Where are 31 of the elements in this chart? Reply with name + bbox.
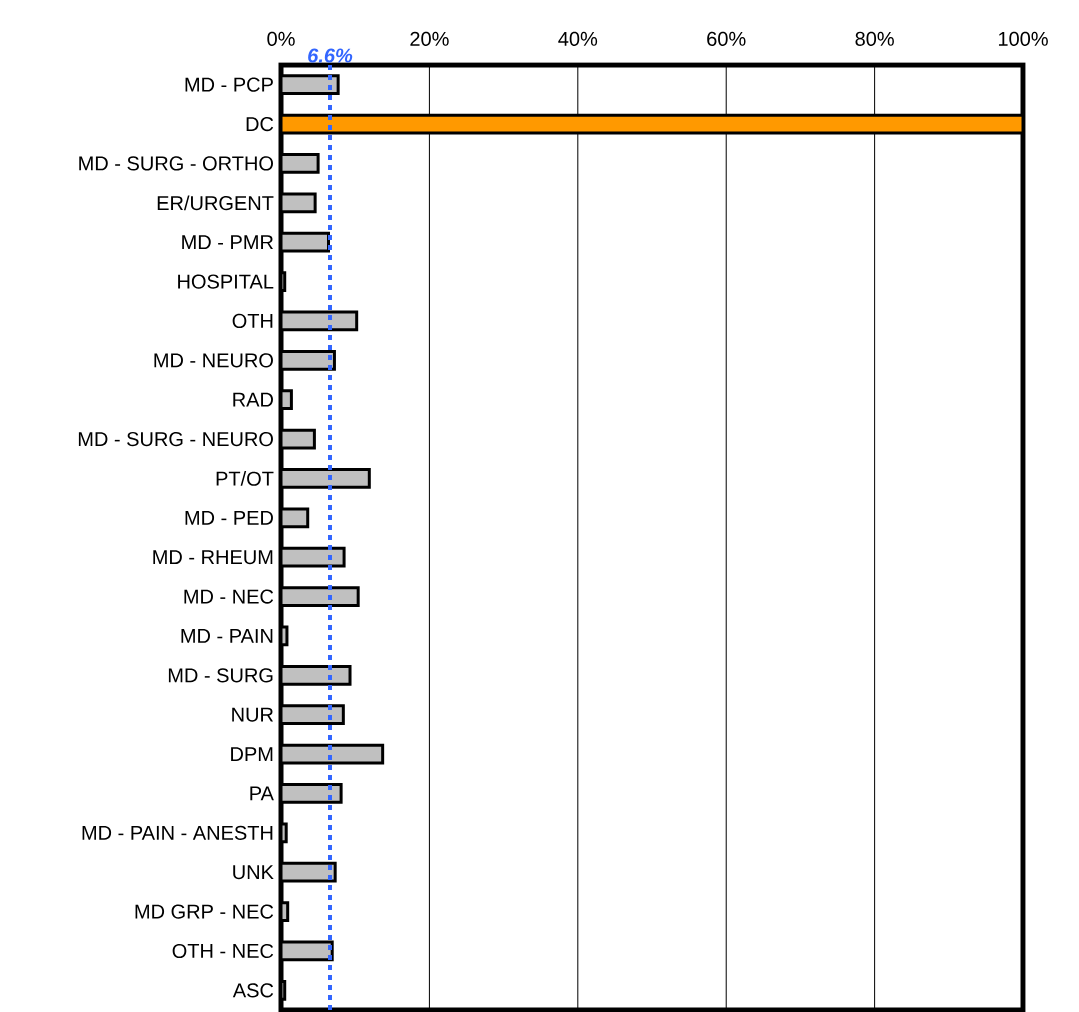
y-tick-label: OTH - NEC (172, 943, 274, 959)
ref-line-label: 6.6% (308, 48, 353, 63)
y-tick-label: MD - RHEUM (153, 550, 273, 565)
y-tick-label: MD GRP - NEC (135, 904, 274, 919)
x-tick-label: 100% (998, 31, 1048, 46)
y-tick-label: DC (246, 116, 274, 132)
y-tick-label: ER/URGENT (157, 195, 274, 211)
y-tick-label: MD - SURG - NEURO (78, 431, 273, 447)
y-tick-label: PA (250, 786, 274, 801)
x-tick-label: 80% (855, 31, 894, 46)
y-tick-label: ASC (232, 983, 274, 998)
y-tick-label: MD - PCP (185, 77, 273, 92)
y-tick-label: MD - PAIN - ANESTH (82, 825, 273, 840)
y-tick-label: MD - PED (185, 510, 273, 525)
y-tick-label: PT/OT (216, 471, 274, 486)
y-tick-label: MD - NEURO (154, 353, 273, 368)
y-tick-label: OTH (232, 313, 273, 329)
y-tick-label: HOSPITAL (178, 274, 274, 289)
y-tick-label: NUR (232, 707, 274, 722)
y-tick-label: MD - SURG - ORTHO (79, 156, 274, 171)
y-tick-label: MD - NEC (184, 589, 274, 604)
y-tick-label: MD - PMR (182, 235, 273, 250)
y-tick-label: MD - PAIN (181, 629, 273, 643)
y-tick-label: MD - SURG (168, 668, 273, 683)
x-tick-label: 40% (558, 31, 598, 46)
x-tick-label: 60% (707, 31, 746, 46)
y-tick-label: DPM (231, 747, 273, 761)
x-tick-label: 0% (267, 31, 295, 46)
y-tick-label: UNK (233, 865, 274, 880)
y-tick-label: RAD (233, 392, 273, 407)
x-tick-label: 20% (410, 31, 449, 46)
